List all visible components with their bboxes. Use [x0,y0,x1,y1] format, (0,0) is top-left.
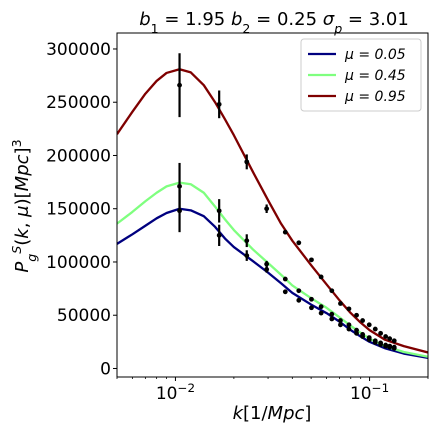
y-tick-label: 200000 [46,146,111,166]
data-point-s3-19 [391,338,397,344]
data-point-s3-9 [329,288,335,294]
legend-box [300,38,422,112]
data-point-s2-12 [354,327,359,333]
data-point-s1-8 [318,310,324,316]
data-point-s3-14 [366,322,372,328]
data-point-s2-3 [244,238,250,244]
legend-label-1: μ = 0.05 [344,47,406,63]
y-tick-label: 300000 [46,40,111,60]
data-point-s3-1 [177,82,182,88]
y-tick-label: 50000 [57,306,111,326]
data-point-s3-17 [383,334,389,339]
data-point-s1-4 [264,267,270,272]
data-point-s1-3 [244,253,250,258]
data-point-s2-14 [366,335,372,340]
y-tick-label: 250000 [46,93,111,113]
data-point-s1-11 [346,326,352,332]
data-point-s2-4 [264,261,270,267]
data-point-s2-2 [216,208,222,214]
series-line-3 [117,68,428,354]
data-point-s1-9 [329,316,335,322]
data-point-s3-5 [282,229,288,235]
y-tick-label: 150000 [46,200,111,220]
y-tick-label: 100000 [46,253,111,273]
y-axis-label: PgS(k, μ)[Mpc]3 [9,139,39,272]
axes: 0 50000 100000 150000 200000 250000 300000 10−2… [46,32,429,404]
data-point-s2-15 [372,338,378,344]
data-point-s2-19 [391,344,397,350]
plot-area [117,53,428,359]
data-point-s3-4 [264,206,270,212]
data-point-s3-10 [338,301,343,306]
data-point-s2-16 [378,340,384,346]
data-point-s3-18 [387,336,393,342]
y-tick-label: 0 [100,359,111,379]
data-point-s3-6 [296,240,302,246]
data-point-s3-12 [354,312,359,318]
legend-label-2: μ = 0.45 [344,68,406,84]
legend-label-3: μ = 0.95 [344,89,406,105]
data-point-s2-9 [329,311,335,317]
chart-title: b1 = 1.95 b2 = 0.25 σp = 3.01 [139,9,409,36]
data-point-s3-8 [318,274,324,280]
legend: μ = 0.05 μ = 0.45 μ = 0.95 [300,38,422,112]
data-point-s1-6 [296,297,302,303]
data-point-s3-13 [360,318,366,323]
x-tick-label: 10−1 [350,381,389,404]
data-point-s2-10 [338,318,343,323]
data-point-s3-11 [346,306,352,312]
series-curves [117,68,428,359]
data-points [177,53,397,351]
data-point-s2-7 [309,296,314,302]
data-point-s1-10 [338,322,343,328]
x-axis-label: k[1/Mpc] [233,403,312,424]
plot-frame [116,32,429,378]
data-point-s1-1 [177,208,182,214]
x-tick-label: 10−2 [156,381,195,404]
data-point-s1-2 [216,232,222,238]
data-point-s1-7 [309,305,314,311]
data-point-s3-3 [244,159,250,165]
data-point-s2-6 [296,288,302,294]
data-point-s3-16 [378,330,384,336]
data-point-s2-11 [346,322,352,328]
data-point-s2-18 [387,343,393,349]
data-point-s2-1 [177,183,182,189]
data-point-s2-8 [318,304,324,310]
data-point-s3-15 [372,326,378,332]
data-point-s3-7 [309,257,314,263]
data-point-s2-17 [383,342,389,348]
data-point-s2-13 [360,331,366,337]
data-point-s3-2 [216,101,222,107]
data-point-s1-5 [282,289,288,295]
data-point-s2-5 [282,276,288,282]
